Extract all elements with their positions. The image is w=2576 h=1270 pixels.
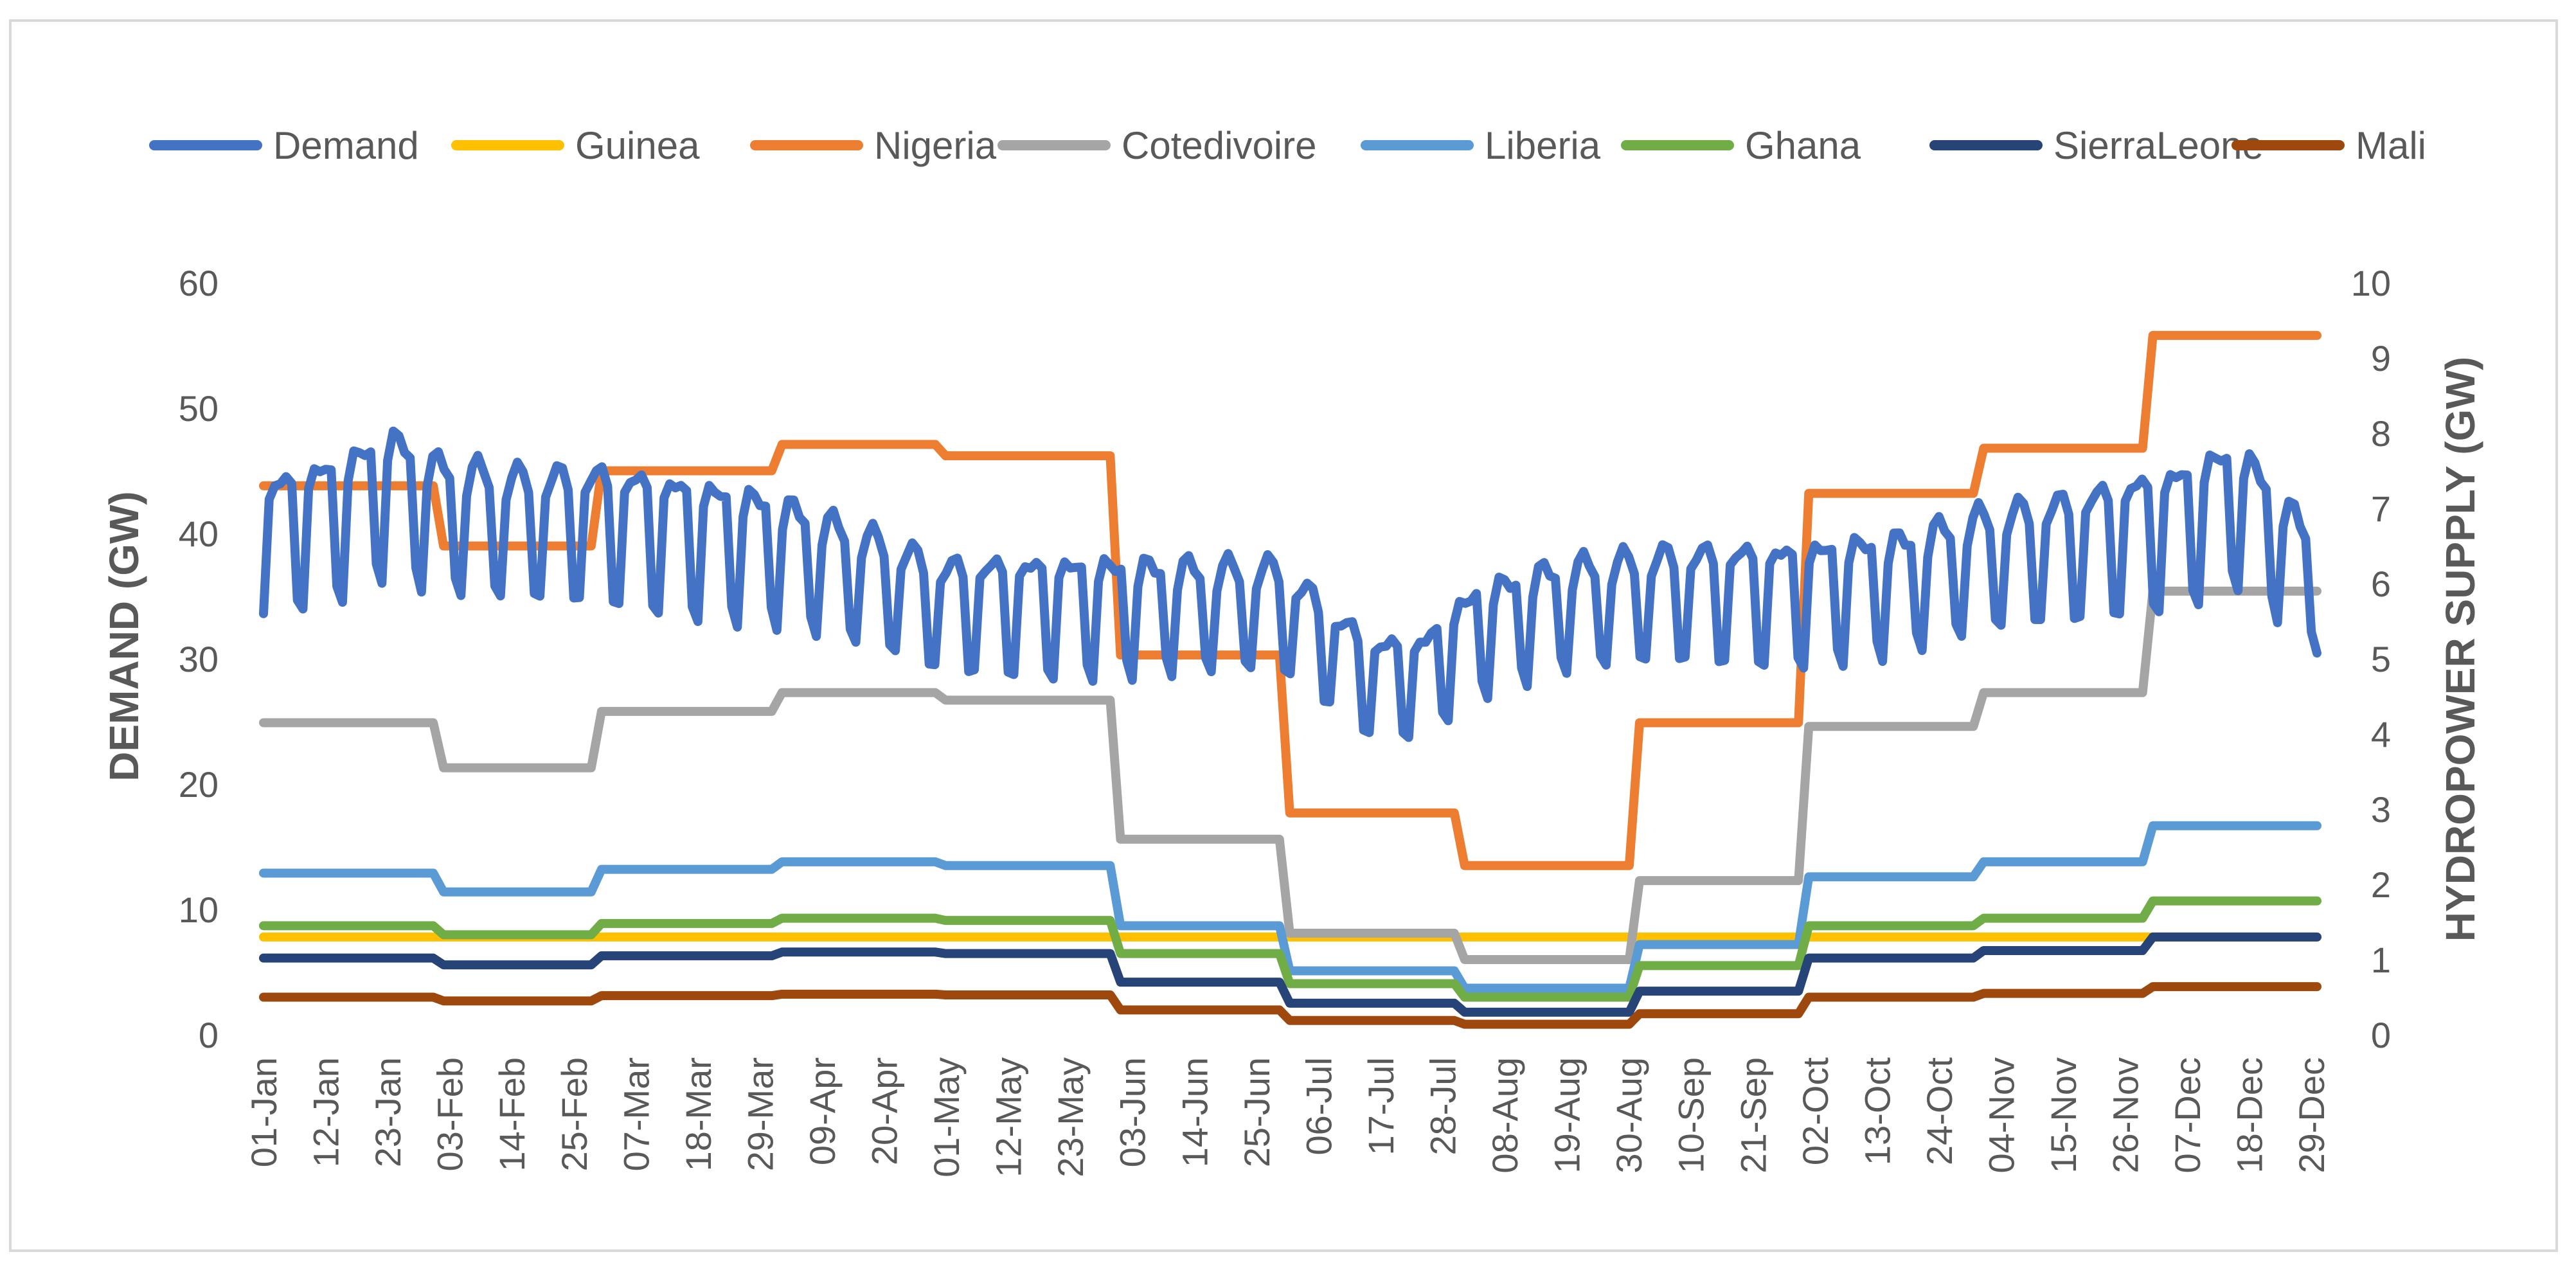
x-tick-label: 18-Mar (678, 1057, 719, 1171)
y2-tick-label: 9 (2371, 338, 2391, 379)
series-line-liberia (259, 821, 2321, 993)
y2-tick-label: 7 (2371, 488, 2391, 529)
x-tick-label: 28-Jul (1422, 1057, 1463, 1156)
legend-label: SierraLeone (2053, 124, 2264, 167)
x-tick-label: 30-Aug (1609, 1057, 1649, 1174)
series-line-mali (259, 982, 2321, 1029)
x-tick-label: 20-Apr (864, 1057, 905, 1165)
x-tick-label: 12-May (988, 1057, 1029, 1177)
x-tick-label: 01-May (926, 1057, 967, 1177)
x-tick-label: 24-Oct (1919, 1057, 1960, 1165)
x-tick-label: 23-Jan (368, 1057, 408, 1167)
x-tick-label: 07-Dec (2167, 1057, 2208, 1174)
legend-label: Guinea (575, 124, 700, 167)
series-line-demand (259, 426, 2321, 742)
x-tick-label: 03-Jun (1113, 1057, 1153, 1167)
y-axis-ticks: 0 10 20 30 40 50 60 (179, 263, 219, 1055)
y-tick-label: 60 (179, 263, 219, 303)
y-tick-label: 40 (179, 514, 219, 554)
x-tick-label: 19-Aug (1547, 1057, 1588, 1174)
y2-tick-label: 8 (2371, 413, 2391, 454)
x-tick-label: 03-Feb (430, 1057, 470, 1171)
y-tick-label: 0 (199, 1015, 219, 1055)
legend-label: Nigeria (874, 124, 997, 167)
x-tick-label: 04-Nov (1981, 1057, 2021, 1174)
x-tick-label: 29-Mar (740, 1057, 780, 1171)
series-line-nigeria (259, 330, 2321, 870)
y-axis-title: DEMAND (GW) (101, 491, 147, 781)
y-axis-title-group: DEMAND (GW) (101, 491, 147, 781)
y2-axis-title-group: HYDROPOWER SUPPLY (GW) (2437, 357, 2483, 942)
x-tick-label: 29-Dec (2291, 1057, 2332, 1174)
y2-axis-ticks: 0 1 2 3 4 5 6 7 8 9 10 (2351, 263, 2391, 1055)
legend-label: Liberia (1485, 124, 1601, 167)
y2-tick-label: 6 (2371, 564, 2391, 604)
series-line-cotedivoire (259, 586, 2321, 964)
x-tick-label: 17-Jul (1361, 1057, 1401, 1156)
y2-tick-label: 2 (2371, 864, 2391, 905)
x-axis-ticks: 01-Jan 12-Jan 23-Jan 03-Feb 14-Feb 25-Feb 07-M… (244, 1057, 2332, 1177)
legend-label: Cotedivoire (1122, 124, 1317, 167)
y2-tick-label: 5 (2371, 639, 2391, 679)
x-tick-label: 07-Mar (616, 1057, 656, 1171)
x-tick-label: 14-Jun (1174, 1057, 1215, 1167)
x-tick-label: 23-May (1050, 1057, 1091, 1177)
x-tick-label: 06-Jul (1298, 1057, 1339, 1156)
x-tick-label: 25-Feb (554, 1057, 595, 1171)
y2-tick-label: 1 (2371, 940, 2391, 980)
y2-tick-label: 0 (2371, 1015, 2391, 1055)
x-tick-label: 13-Oct (1857, 1057, 1897, 1165)
x-tick-label: 10-Sep (1671, 1057, 1712, 1174)
series-line-sierraleone (259, 932, 2321, 1017)
x-tick-label: 01-Jan (244, 1057, 284, 1167)
y2-tick-label: 3 (2371, 789, 2391, 830)
x-tick-label: 02-Oct (1795, 1057, 1836, 1165)
y-tick-label: 50 (179, 388, 219, 429)
x-tick-label: 09-Apr (802, 1057, 843, 1165)
x-tick-label: 21-Sep (1733, 1057, 1773, 1174)
x-tick-label: 08-Aug (1485, 1057, 1525, 1174)
series-layer (259, 330, 2321, 1029)
x-tick-label: 25-Jun (1237, 1057, 1277, 1167)
series-line-ghana (259, 896, 2321, 1002)
y2-tick-label: 4 (2371, 714, 2391, 755)
legend: Demand Guinea Nigeria Cotedivoire Liberia Gha… (149, 124, 2426, 167)
legend-label: Ghana (1745, 124, 1861, 167)
y2-tick-label: 10 (2351, 263, 2391, 303)
x-tick-label: 12-Jan (306, 1057, 346, 1167)
x-tick-label: 26-Nov (2106, 1057, 2146, 1174)
x-tick-label: 18-Dec (2230, 1057, 2270, 1174)
y2-axis-title: HYDROPOWER SUPPLY (GW) (2437, 357, 2483, 942)
y-tick-label: 20 (179, 764, 219, 805)
y-tick-label: 10 (179, 890, 219, 930)
y-tick-label: 30 (179, 639, 219, 679)
x-tick-label: 14-Feb (492, 1057, 532, 1171)
legend-label: Mali (2356, 124, 2426, 167)
legend-label: Demand (273, 124, 419, 167)
x-tick-label: 15-Nov (2043, 1057, 2084, 1174)
